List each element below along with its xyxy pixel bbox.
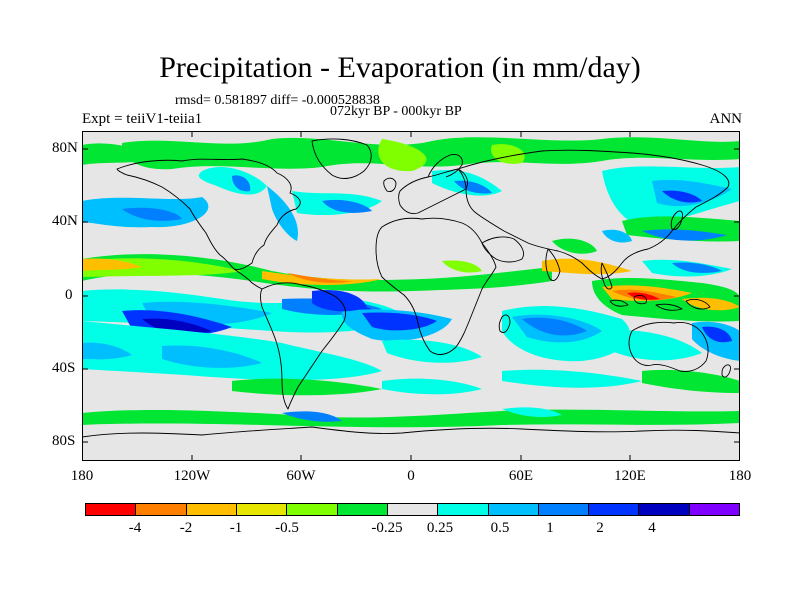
- lat-tick-40n: 40N: [52, 213, 78, 229]
- season-label: ANN: [709, 111, 743, 127]
- world-map: [82, 131, 740, 461]
- colorbar-label: -1: [229, 520, 243, 536]
- colorbar-label: 4: [648, 520, 656, 536]
- stats-subtitle: rmsd= 0.581897 diff= -0.000528838: [175, 93, 380, 108]
- experiment-label: Expt = teiiV1-teiia1: [82, 111, 203, 127]
- colorbar-label: 0.25: [426, 520, 454, 536]
- colorbar-label: -0.25: [371, 520, 403, 536]
- colorbar-swatch: [488, 504, 539, 515]
- lon-tick-0: 0: [407, 468, 415, 484]
- lat-tick-80n: 80N: [52, 140, 78, 156]
- anomaly-field: [82, 137, 740, 428]
- lat-tick-40s: 40S: [52, 360, 76, 376]
- lat-tick-80s: 80S: [52, 433, 76, 449]
- colorbar-swatch: [438, 504, 489, 515]
- lon-tick-120e: 120E: [614, 468, 646, 484]
- lon-tick-120w: 120W: [173, 468, 211, 484]
- lon-tick-60w: 60W: [286, 468, 316, 484]
- coastlines: [82, 138, 740, 438]
- lat-tick-0: 0: [65, 287, 73, 303]
- colorbar-swatch: [236, 504, 288, 515]
- colorbar: [85, 503, 740, 516]
- colorbar-label: -0.5: [275, 520, 299, 536]
- colorbar-swatch: [86, 504, 137, 515]
- colorbar-swatch: [538, 504, 590, 515]
- colorbar-label: -2: [179, 520, 193, 536]
- colorbar-label: 1: [546, 520, 554, 536]
- lon-tick-180-right: 180: [728, 468, 752, 484]
- colorbar-swatch: [186, 504, 237, 515]
- colorbar-label: -4: [128, 520, 142, 536]
- lon-tick-180-left: 180: [70, 468, 94, 484]
- colorbar-swatch: [639, 504, 690, 515]
- colorbar-swatch: [337, 504, 388, 515]
- colorbar-label: 2: [596, 520, 604, 536]
- colorbar-swatch: [287, 504, 338, 515]
- lon-tick-60e: 60E: [508, 468, 534, 484]
- colorbar-swatch: [689, 504, 740, 515]
- colorbar-swatch: [136, 504, 187, 515]
- colorbar-label: 0.5: [490, 520, 510, 536]
- map-title: Precipitation - Evaporation (in mm/day): [159, 51, 641, 84]
- colorbar-swatch: [589, 504, 640, 515]
- period-subtitle: 072kyr BP - 000kyr BP: [330, 104, 462, 119]
- colorbar-swatch: [387, 504, 439, 515]
- axis-ticks: [82, 131, 740, 461]
